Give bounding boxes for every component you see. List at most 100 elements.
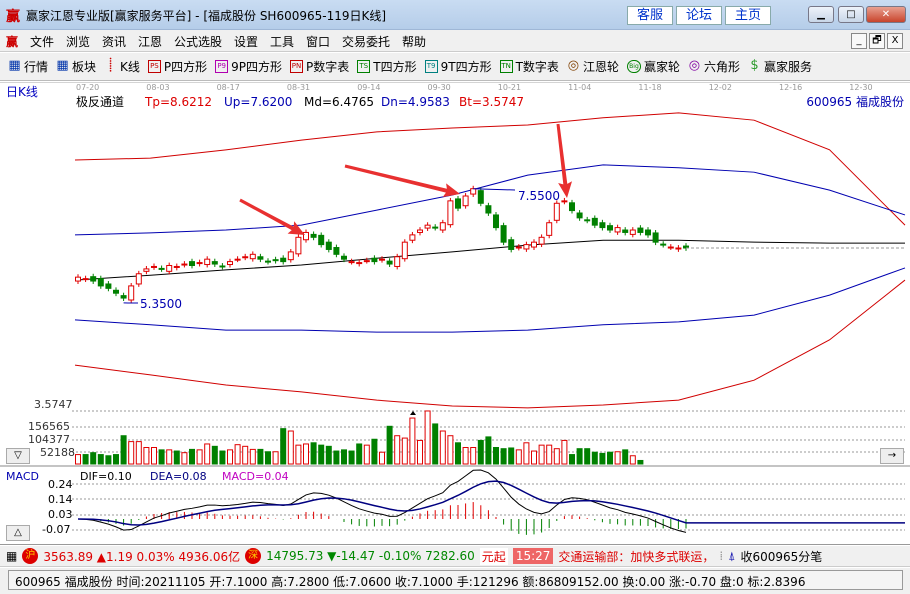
volume-bar — [424, 410, 431, 465]
volume-bar — [310, 442, 317, 465]
menu-settings[interactable]: 设置 — [234, 35, 259, 49]
volume-bar — [151, 447, 157, 465]
volume-bar — [82, 454, 89, 465]
candle — [219, 265, 226, 268]
macd-tick: 0.24 — [48, 478, 73, 491]
band-bt — [74, 279, 906, 409]
menu-browse[interactable]: 浏览 — [66, 35, 91, 49]
volume-bar — [356, 443, 363, 465]
candle — [158, 267, 165, 270]
candle — [417, 229, 423, 233]
close-button[interactable]: ✕ — [866, 6, 906, 23]
candle — [173, 265, 180, 268]
toolbar-dollar-button[interactable]: $ 赢家服务 — [748, 58, 812, 75]
news-scroll[interactable]: ⁞ — [719, 549, 724, 563]
toolbar-p9-button[interactable]: P9 9P四方形 — [215, 58, 282, 75]
gann-wheel-icon: ◎ — [567, 58, 580, 73]
collapse-up-button[interactable]: △ — [6, 525, 30, 541]
band-tp — [74, 112, 906, 226]
menu-trade[interactable]: 交易委托 — [342, 35, 391, 49]
candle — [394, 256, 401, 267]
volume-bar — [189, 448, 195, 465]
macd-dea: DEA=0.08 — [150, 470, 207, 483]
calendar-icon[interactable]: ▦ — [6, 549, 18, 563]
volume-bar — [204, 443, 211, 465]
customer-service-link[interactable]: 客服 — [627, 6, 673, 25]
candle — [204, 258, 211, 266]
red-arrow-annotation — [239, 198, 305, 235]
scroll-right-button[interactable]: → — [880, 448, 904, 464]
candle — [135, 273, 142, 285]
volume-bar — [196, 449, 203, 465]
blocks-icon: ▦ — [56, 58, 69, 73]
collapse-down-button[interactable]: ▽ — [6, 448, 30, 464]
candle — [249, 253, 256, 260]
menu-formula[interactable]: 公式选股 — [174, 35, 223, 49]
volume-bar — [143, 447, 150, 465]
mdi-minimize-button[interactable]: _ — [851, 33, 867, 49]
candle — [295, 236, 302, 255]
menu-window[interactable]: 窗口 — [306, 35, 331, 49]
menu-help[interactable]: 帮助 — [402, 35, 427, 49]
minimize-button[interactable]: ▁ — [808, 6, 834, 23]
candle — [500, 225, 507, 243]
toolbar-ps-button[interactable]: PS P四方形 — [147, 58, 207, 75]
p9-icon: P9 — [215, 60, 229, 73]
toolbar-table-button[interactable]: ▦ 行情 — [8, 58, 48, 75]
toolbar-tn-button[interactable]: TN T数字表 — [499, 58, 559, 75]
toolbar-hexagon-button[interactable]: ◎ 六角形 — [688, 58, 740, 75]
volume-bar — [257, 448, 264, 465]
volume-bar — [546, 444, 553, 465]
news-ticker[interactable]: 交通运输部：加快多式联运， — [558, 549, 715, 564]
toolbar-winner-wheel-button[interactable]: Big 赢家轮 — [626, 58, 680, 75]
toolbar-label: 赢家轮 — [643, 60, 680, 74]
volume-bar — [538, 444, 545, 465]
candle — [333, 247, 340, 255]
volume-bar — [75, 454, 81, 465]
toolbar-gann-wheel-button[interactable]: ◎ 江恩轮 — [567, 58, 619, 75]
mdi-restore-button[interactable]: 🗗 — [869, 33, 885, 49]
candle — [348, 261, 355, 264]
kline-icon: ⸽ — [108, 58, 113, 73]
volume-bar — [477, 439, 484, 465]
toolbar-pn-button[interactable]: PN P数字表 — [290, 58, 349, 75]
forum-link[interactable]: 论坛 — [676, 6, 722, 25]
toolbar-ts-button[interactable]: TS T四方形 — [357, 58, 417, 75]
ts-icon: TS — [357, 60, 371, 73]
candle — [546, 222, 553, 236]
tick-trade-button[interactable]: 收600965分笔 — [740, 549, 823, 564]
ticker-tail: 元起 — [479, 547, 508, 565]
homepage-link[interactable]: 主页 — [725, 6, 771, 25]
menu-file[interactable]: 文件 — [30, 35, 55, 49]
candle — [97, 278, 104, 287]
candle — [303, 231, 309, 241]
volume-bar — [622, 449, 629, 465]
candle — [523, 244, 530, 250]
candle — [371, 257, 378, 263]
shanghai-index[interactable]: 3563.89 ▲1.19 0.03% 4936.06亿 — [43, 549, 241, 564]
maximize-button[interactable]: □ — [838, 6, 864, 23]
volume-bar — [249, 448, 256, 465]
candle — [166, 264, 173, 272]
toolbar-kline-button[interactable]: ⸽ K线 — [104, 58, 140, 75]
candle — [569, 202, 575, 212]
indicator-name: 极反通道 — [76, 95, 125, 109]
candle — [447, 200, 454, 226]
volume-bar — [135, 441, 142, 465]
chart-canvas[interactable] — [0, 82, 910, 545]
menu-gann[interactable]: 江恩 — [138, 35, 163, 49]
macd-tick: 0.03 — [48, 508, 73, 521]
menu-tools[interactable]: 工具 — [270, 35, 295, 49]
news-time: 15:27 — [512, 548, 554, 564]
toolbar-blocks-button[interactable]: ▦ 板块 — [56, 58, 96, 75]
candle — [622, 229, 629, 233]
shenzhen-index[interactable]: 14795.73 ▼-14.47 -0.10% 7282.60 — [266, 549, 475, 563]
mdi-close-button[interactable]: X — [887, 33, 903, 49]
candle — [538, 236, 545, 245]
toolbar-label: T数字表 — [515, 60, 559, 74]
menu-news[interactable]: 资讯 — [102, 35, 127, 49]
candle — [211, 261, 218, 265]
toolbar-t9-button[interactable]: T9 9T四方形 — [424, 58, 492, 75]
candle — [379, 258, 385, 261]
ps-icon: PS — [147, 60, 161, 73]
